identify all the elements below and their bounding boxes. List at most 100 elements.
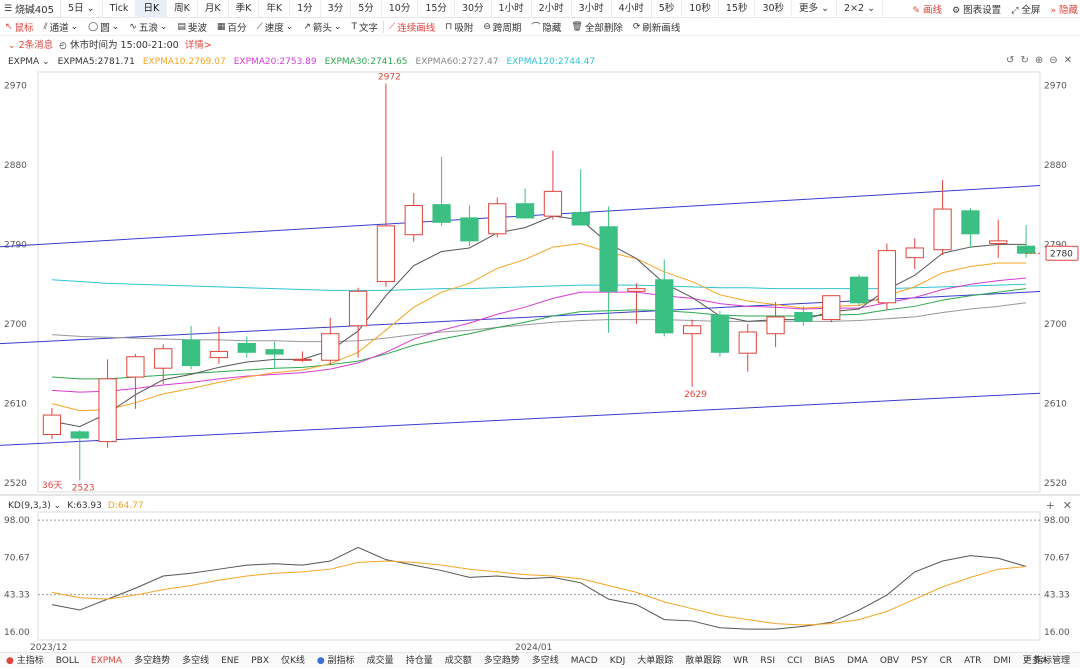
message-count[interactable]: ⌄ 2条消息 [8, 40, 54, 51]
sub-indicator-item[interactable]: 大单跟踪 [637, 655, 674, 666]
main-indicator-item[interactable]: BOLL [55, 655, 79, 666]
timeframe-tab[interactable]: 15秒 [719, 0, 756, 18]
sub-indicator-item[interactable]: RSI [760, 655, 776, 666]
timeframe-tab[interactable]: 5日 ⌄ [61, 0, 103, 18]
tool-circle[interactable]: ◯ 圆 ⌄ [88, 21, 120, 34]
redo-icon[interactable]: ↻ [1020, 55, 1029, 66]
sub-indicator-item[interactable]: 成交额 [444, 655, 472, 666]
sub-indicator-item[interactable]: BIAS [814, 655, 835, 666]
timeframe-tab[interactable]: 15分 [418, 0, 455, 18]
y-tick-label-left: 2970 [4, 81, 27, 91]
undo-icon[interactable]: ↺ [1006, 55, 1015, 66]
hide-drawings-toggle[interactable]: ⌒ 隐藏 [526, 18, 566, 36]
chart-settings-button[interactable]: ⚙ 图表设置 [952, 5, 1002, 16]
close-icon[interactable]: ✕ [1062, 499, 1072, 512]
details-link[interactable]: 详情> [184, 40, 212, 51]
main-indicator-item[interactable]: 多空线 [182, 655, 210, 666]
kd-selector[interactable]: KD(9,3,3) ⌄ [8, 501, 62, 511]
x-label: 2023/12 [30, 643, 67, 653]
main-indicator-item[interactable]: 仅K线 [281, 655, 305, 666]
zoom-out-icon[interactable]: ⊖ [1049, 55, 1058, 66]
timeframe-tab[interactable]: 2小时 [532, 0, 572, 18]
tool-fibonacci[interactable]: ▤ 斐波 [177, 21, 207, 34]
sub-indicator-item[interactable]: 散单跟踪 [685, 655, 722, 666]
draw-button[interactable]: ✎ 画线 [912, 5, 943, 16]
tool-percent[interactable]: ▦ 百分 [216, 21, 247, 34]
wave-icon: ∿ [129, 21, 137, 32]
symbol-selector[interactable]: ☰ 烧碱405 [0, 0, 62, 18]
sub-indicator-item[interactable]: ATR [964, 655, 982, 666]
clock-icon: ◴ [59, 41, 67, 51]
timeframe-tab[interactable]: 5分 [351, 0, 382, 18]
chevron-down-icon: ⌄ [111, 21, 120, 32]
timeframe-tab[interactable]: 更多 ⌄ [792, 0, 838, 18]
kd-controls: + ✕ [1046, 499, 1072, 512]
sub-indicator-item[interactable]: PSY [910, 655, 928, 666]
indicator-legend: EXPMA ⌄ EXPMA5:2781.71 EXPMA10:2769.07 E… [0, 55, 1080, 69]
sub-indicator-item[interactable]: MACD [570, 655, 598, 666]
tool-channel[interactable]: ⫽ 通道 ⌄ [43, 21, 79, 34]
close-icon[interactable]: ✕ [1063, 55, 1072, 66]
tool-speed[interactable]: ⟋ 速度 ⌄ [256, 21, 294, 34]
timeframe-tab[interactable]: 日K [136, 0, 168, 18]
tool-mouse[interactable]: ↖ 鼠标 [5, 21, 34, 34]
y-tick-label-right: 2520 [1044, 479, 1067, 489]
main-indicator-item[interactable]: PBX [251, 655, 270, 666]
timeframe-tab[interactable]: 10秒 [682, 0, 719, 18]
tool-arrow[interactable]: ↗ 箭头 ⌄ [303, 21, 342, 34]
main-indicator-item[interactable]: ENE [221, 655, 240, 666]
sub-indicator-item[interactable]: 多空趋势 [483, 655, 520, 666]
tool-text[interactable]: T 文字 [351, 21, 378, 34]
main-indicator-item[interactable]: EXPMA [90, 655, 123, 666]
continuous-draw-toggle[interactable]: ⟋ 连续画线 [388, 21, 436, 34]
zoom-in-icon[interactable]: ⊕ [1034, 55, 1044, 66]
sub-indicator-item[interactable]: OBV [879, 655, 899, 666]
sub-indicator-item[interactable]: 更多> [1022, 655, 1049, 666]
top-right-actions: ✎ 画线 ⚙ 图表设置 ⤢ 全屏 » 隐藏 [912, 0, 1078, 18]
main-plot-frame [37, 71, 1041, 493]
timeframe-tab[interactable]: 1分 [290, 0, 321, 18]
tool-five-waves[interactable]: ∿ 五浪 ⌄ [129, 21, 168, 34]
candle-body [98, 378, 117, 443]
timeframe-tab[interactable]: 3小时 [572, 0, 612, 18]
delete-all-button[interactable]: 🗑 全部删除 [571, 21, 623, 34]
timeframe-tab[interactable]: 周K [167, 0, 198, 18]
timeframe-tab[interactable]: 5秒 [652, 0, 683, 18]
fibonacci-icon: ▤ [177, 21, 186, 32]
timeframe-tab[interactable]: 30秒 [755, 0, 793, 18]
sub-indicator-item[interactable]: WR [733, 655, 749, 666]
timeframe-tab[interactable]: 30分 [455, 0, 492, 18]
add-icon[interactable]: + [1045, 499, 1055, 512]
refresh-drawings-button[interactable]: ⟳ 刷新画线 [632, 21, 681, 34]
timeframe-tab[interactable]: 4小时 [612, 0, 652, 18]
sub-indicator-item[interactable]: CR [939, 655, 953, 666]
chevron-down-icon: ⌄ [70, 21, 79, 32]
main-indicator-item[interactable]: 多空趋势 [134, 655, 171, 666]
timeframe-tab[interactable]: Tick [103, 0, 137, 18]
sub-indicator-item[interactable]: 多空线 [531, 655, 559, 666]
sub-indicator-item[interactable]: 持仓量 [405, 655, 433, 666]
timeframe-tab[interactable]: 季K [229, 0, 260, 18]
timeframe-tab[interactable]: 年K [259, 0, 291, 18]
indicator-manage-button[interactable]: 指标管理 [1033, 655, 1070, 666]
hide-panel-button[interactable]: » 隐藏 [1050, 5, 1078, 16]
cross-period-toggle[interactable]: ⊖ 跨周期 [483, 21, 522, 34]
main-indicator-label: ● 主指标 [0, 653, 50, 669]
sub-indicator-item[interactable]: KDJ [609, 655, 626, 666]
timeframe-tab[interactable]: 2×2 ⌄ [837, 0, 884, 18]
sub-indicator-item[interactable]: 成交量 [366, 655, 394, 666]
timeframe-tab[interactable]: 月K [198, 0, 229, 18]
sub-indicator-item[interactable]: DMA [846, 655, 868, 666]
timeframe-tab[interactable]: 3分 [321, 0, 352, 18]
timeframe-tab[interactable]: 1小时 [492, 0, 532, 18]
attach-toggle[interactable]: ⊓ 吸附 [445, 21, 474, 34]
circle-icon: ◯ [88, 21, 99, 32]
fullscreen-button[interactable]: ⤢ 全屏 [1011, 5, 1041, 16]
sub-indicator-item[interactable]: DMI [993, 655, 1011, 666]
sub-indicator-item[interactable]: CCI [787, 655, 803, 666]
kd-tick-label-right: 70.67 [1044, 553, 1070, 563]
indicator-selector[interactable]: EXPMA ⌄ [8, 57, 50, 67]
timeframe-tab[interactable]: 10分 [382, 0, 419, 18]
candle-body [42, 414, 62, 436]
